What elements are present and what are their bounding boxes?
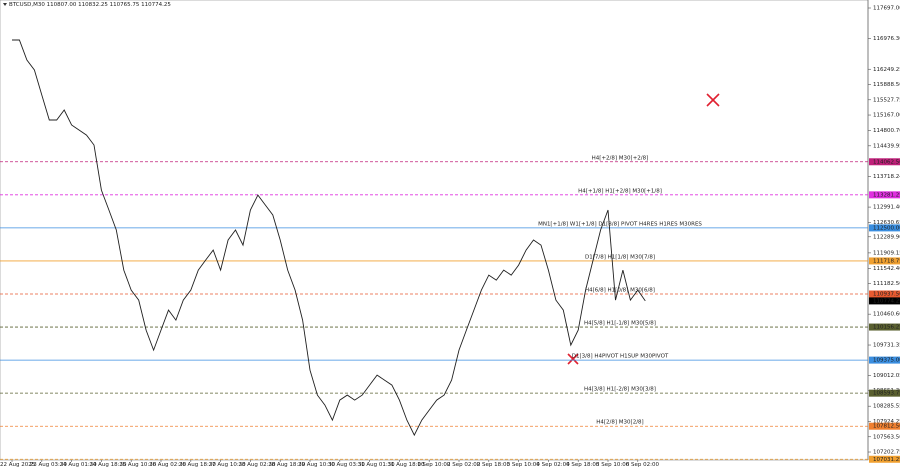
collapse-icon xyxy=(3,3,7,6)
y-tick-label: 115167.00 xyxy=(873,113,900,119)
level-label: H4[2/8] M30[2/8] xyxy=(596,420,643,426)
level-price-label: 108593.75 xyxy=(873,391,900,397)
x-tick-label: 27 Aug 10:30 xyxy=(209,462,247,468)
y-tick-label: 117697.00 xyxy=(873,5,900,11)
level-price-box xyxy=(869,290,900,298)
plot-frame xyxy=(0,0,869,461)
level-label: MN1[+1/8] W1[+1/8] D1[8/8] PIVOT H4RES H… xyxy=(538,221,702,227)
level-label: H4[+1/8] H1[+2/8] M30[+1/8] xyxy=(578,188,662,194)
level-price-box xyxy=(869,389,900,397)
level-price-label: 110937.50 xyxy=(873,291,900,297)
level-price-box xyxy=(869,257,900,265)
price-line xyxy=(12,39,646,437)
y-tick-label: 111542.40 xyxy=(873,266,900,272)
level-price-box xyxy=(869,224,900,232)
level-label: H4[6/8] H1[0/8] M30[6/8] xyxy=(585,287,655,293)
x-tick-label: 2 Sep 02:00 xyxy=(447,462,481,468)
y-tick-label: 107924.25 xyxy=(873,419,900,425)
level-price-label: 109375.00 xyxy=(873,358,900,364)
x-tick-label: 23 Aug 03:30 xyxy=(30,462,68,468)
x-tick-label: 28 Aug 02:30 xyxy=(238,462,276,468)
x-tick-label: 31 Aug 18:00 xyxy=(387,462,425,468)
y-tick-label: 115888.50 xyxy=(873,82,900,88)
x-tick-label: 28 Aug 18:30 xyxy=(268,462,306,468)
level-price-label: 107812.50 xyxy=(873,424,900,430)
y-tick-label: 109012.05 xyxy=(873,373,900,379)
level-price-box xyxy=(869,323,900,331)
chart-title: BTCUSD,M30 110807.00 110832.25 110765.75… xyxy=(9,2,171,8)
y-tick-label: 112991.40 xyxy=(873,205,900,211)
level-price-box xyxy=(869,422,900,430)
level-label: H4[3/8] H1[-2/8] M30[3/8] xyxy=(584,387,656,393)
y-tick-label: 109731.35 xyxy=(873,343,900,349)
x-tick-label: 2 Sep 18:00 xyxy=(477,462,511,468)
y-tick-label: 114800.70 xyxy=(873,128,900,134)
x-tick-label: 3 Sep 10:00 xyxy=(507,462,541,468)
level-price-label: 107031.25 xyxy=(873,457,900,463)
y-tick-label: 116249.25 xyxy=(873,67,900,73)
x-tick-label: 31 Aug 01:30 xyxy=(358,462,396,468)
level-price-box xyxy=(869,356,900,364)
level-price-box xyxy=(869,455,900,463)
level-price-label: 110156.25 xyxy=(873,325,900,331)
y-tick-label: 112289.90 xyxy=(873,234,900,240)
marker-cross xyxy=(567,93,720,365)
x-tick-label: 24 Aug 18:30 xyxy=(89,462,127,468)
x-tick-label: 1 Sep 10:00 xyxy=(417,462,451,468)
y-tick-label: 111182.50 xyxy=(873,281,900,287)
level-price-label: 112500.00 xyxy=(873,225,900,231)
y-tick-label: 107202.75 xyxy=(873,450,900,456)
y-tick-label: 113718.24 xyxy=(873,174,900,180)
x-tick-label: 5 Sep 10:00 xyxy=(596,462,630,468)
level-price-box xyxy=(869,158,900,166)
level-price-label: 111718.75 xyxy=(873,258,900,264)
x-tick-label: 4 Sep 18:00 xyxy=(566,462,600,468)
x-tick-label: 25 Aug 10:30 xyxy=(119,462,157,468)
level-label: H4[+2/8] M30[+2/8] xyxy=(592,155,649,161)
level-label: D1[7/8] H1[1/8] M30[7/8] xyxy=(585,254,655,260)
x-tick-label: 26 Aug 02:30 xyxy=(149,462,187,468)
y-tick-label: 116976.30 xyxy=(873,36,900,42)
x-tick-label: 22 Aug 2025 xyxy=(0,462,36,468)
x-tick-label: 30 Aug 03:30 xyxy=(328,462,366,468)
y-tick-label: 115527.75 xyxy=(873,97,900,103)
x-tick-label: 6 Sep 02:00 xyxy=(626,462,660,468)
y-tick-label: 107563.50 xyxy=(873,434,900,440)
level-price-label: 113281.25 xyxy=(873,192,900,198)
y-tick-label: 114439.95 xyxy=(873,143,900,149)
current-price-box xyxy=(869,297,900,305)
y-tick-label: 111909.15 xyxy=(873,250,900,256)
y-tick-label: 108285.55 xyxy=(873,404,900,410)
current-price-label: 110774.25 xyxy=(873,298,900,304)
x-tick-label: 4 Sep 02:00 xyxy=(536,462,570,468)
x-tick-label: 24 Aug 01:30 xyxy=(60,462,98,468)
x-tick-label: 26 Aug 18:30 xyxy=(179,462,217,468)
y-tick-label: 110460.60 xyxy=(873,312,900,318)
x-tick-label: 29 Aug 10:30 xyxy=(298,462,336,468)
level-label: D1[3/8] H4PIVOT H1SUP M30PIVOT xyxy=(572,354,669,360)
level-label: H4[5/8] H1[-1/8] M30[5/8] xyxy=(584,321,656,327)
level-price-label: 114062.50 xyxy=(873,159,900,165)
y-tick-label: 112630.65 xyxy=(873,220,900,226)
level-price-box xyxy=(869,191,900,199)
